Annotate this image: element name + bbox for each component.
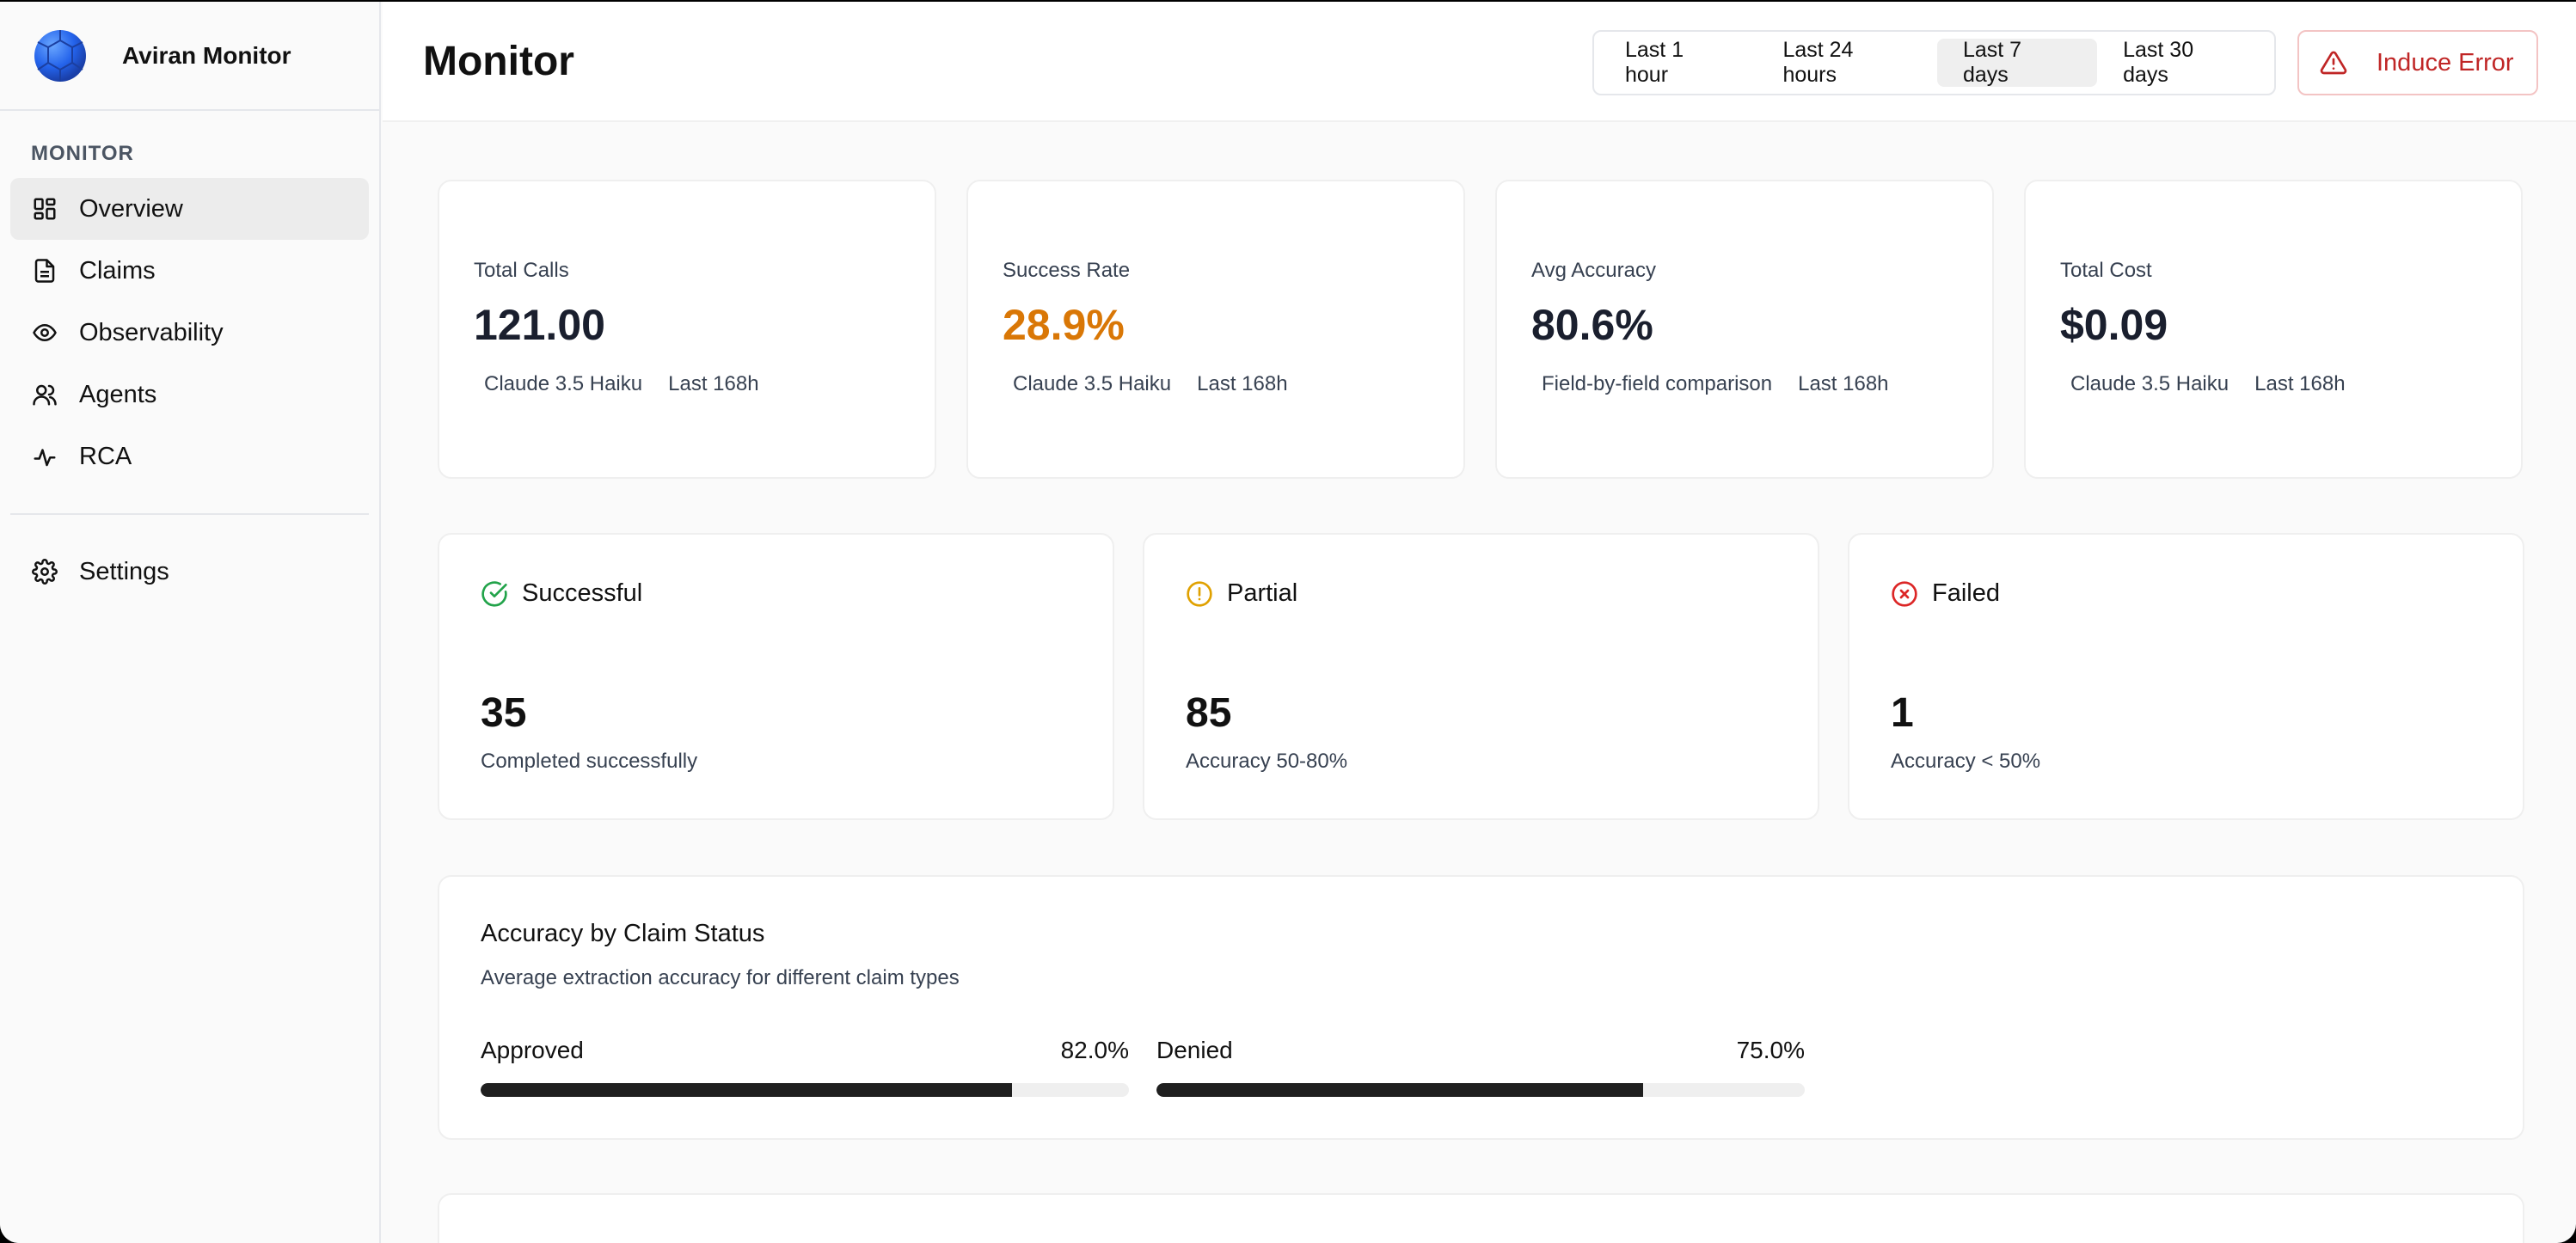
sidebar-item-label: Observability [79, 318, 224, 346]
status-card-partial: Partial 85 Accuracy 50-80% [1143, 533, 1819, 820]
status-card-successful: Successful 35 Completed successfully [438, 533, 1114, 820]
accuracy-bar-denied: Denied 75.0% [1156, 1037, 1805, 1097]
sidebar-item-observability[interactable]: Observability [10, 302, 369, 364]
activity-icon [31, 443, 58, 470]
stat-window: Last 168h [668, 372, 759, 395]
stat-method: Field-by-field comparison [1542, 372, 1773, 395]
progress-track [481, 1083, 1129, 1097]
stat-card-success-rate: Success Rate 28.9% Claude 3.5 Haiku Last… [966, 180, 1465, 479]
status-header: Failed [1891, 579, 2000, 608]
stat-window: Last 168h [1798, 372, 1889, 395]
card-description: Average extraction accuracy for differen… [481, 966, 960, 989]
bar-value: 75.0% [1736, 1037, 1805, 1063]
x-circle-icon [1892, 580, 1917, 607]
gear-icon [31, 558, 58, 585]
stat-label: Avg Accuracy [1531, 259, 1656, 282]
brand-name: Aviran Monitor [122, 41, 291, 69]
stat-card-total-calls: Total Calls 121.00 Claude 3.5 Haiku Last… [438, 180, 936, 479]
sidebar-item-overview[interactable]: Overview [10, 178, 369, 240]
stat-model: Claude 3.5 Haiku [2070, 372, 2229, 395]
status-title: Partial [1227, 579, 1298, 607]
sidebar-item-label: Settings [79, 557, 169, 585]
stat-window: Last 168h [2254, 372, 2346, 395]
layout-grid-icon [31, 195, 58, 223]
stat-meta: Field-by-field comparison Last 168h [1542, 372, 1889, 396]
status-subtitle: Completed successfully [481, 750, 698, 773]
stat-model: Claude 3.5 Haiku [1013, 372, 1172, 395]
warning-icon [2320, 51, 2347, 75]
range-option-7d[interactable]: Last 7 days [1936, 38, 2098, 87]
stat-model: Claude 3.5 Haiku [484, 372, 643, 395]
sidebar-item-label: RCA [79, 442, 132, 470]
stat-card-avg-accuracy: Avg Accuracy 80.6% Field-by-field compar… [1495, 180, 1994, 479]
card-title: Accuracy by Claim Status [481, 920, 765, 947]
status-header: Successful [481, 579, 642, 608]
stat-meta: Claude 3.5 Haiku Last 168h [484, 372, 759, 396]
accuracy-bar-approved: Approved 82.0% [481, 1037, 1129, 1097]
bar-value: 82.0% [1060, 1037, 1129, 1063]
status-header: Partial [1186, 579, 1297, 608]
alert-circle-icon [1187, 580, 1212, 607]
status-title: Successful [522, 579, 643, 607]
progress-fill [1156, 1083, 1643, 1097]
status-card-failed: Failed 1 Accuracy < 50% [1848, 533, 2524, 820]
status-count: 1 [1891, 690, 1914, 736]
sidebar: Aviran Monitor MONITOR Overview Claims [0, 2, 381, 1243]
sidebar-item-agents[interactable]: Agents [10, 364, 369, 426]
next-card [438, 1193, 2524, 1243]
sidebar-item-settings[interactable]: Settings [10, 541, 369, 603]
check-circle-icon [481, 580, 507, 607]
page-header: Monitor Last 1 hour Last 24 hours Last 7… [383, 2, 2576, 122]
status-count: 35 [481, 690, 527, 736]
stat-meta: Claude 3.5 Haiku Last 168h [1013, 372, 1288, 396]
stat-value: 121.00 [474, 301, 605, 349]
stat-value: 80.6% [1531, 301, 1653, 349]
stat-value: $0.09 [2060, 301, 2168, 349]
time-range-selector: Last 1 hour Last 24 hours Last 7 days La… [1592, 30, 2276, 95]
progress-fill [481, 1083, 1013, 1097]
eye-icon [31, 319, 58, 346]
range-option-1h[interactable]: Last 1 hour [1625, 38, 1684, 87]
progress-track [1156, 1083, 1805, 1097]
logo-icon [34, 29, 86, 82]
stat-meta: Claude 3.5 Haiku Last 168h [2070, 372, 2346, 396]
sidebar-item-label: Overview [79, 194, 183, 223]
sidebar-footer-nav: Settings [0, 541, 379, 603]
sidebar-item-rca[interactable]: RCA [10, 426, 369, 487]
sidebar-item-label: Claims [79, 256, 156, 285]
induce-error-button[interactable]: Induce Error [2297, 30, 2538, 95]
stat-label: Total Calls [474, 259, 569, 282]
stat-label: Success Rate [1003, 259, 1131, 282]
bar-label: Approved [481, 1037, 584, 1063]
status-subtitle: Accuracy 50-80% [1186, 750, 1348, 773]
main-content: Monitor Last 1 hour Last 24 hours Last 7… [383, 2, 2576, 1243]
stat-label: Total Cost [2060, 259, 2152, 282]
users-icon [31, 381, 58, 408]
accuracy-by-claim-status-card: Accuracy by Claim Status Average extract… [438, 875, 2524, 1140]
range-option-30d[interactable]: Last 30 days [2123, 38, 2194, 87]
bar-label: Denied [1156, 1037, 1233, 1063]
status-subtitle: Accuracy < 50% [1891, 750, 2041, 773]
sidebar-nav: Overview Claims Observability Agents [0, 178, 379, 487]
page-title: Monitor [423, 38, 574, 84]
document-icon [31, 257, 58, 285]
sidebar-item-label: Agents [79, 380, 157, 408]
sidebar-divider [10, 513, 369, 515]
range-option-24h[interactable]: Last 24 hours [1782, 38, 1854, 87]
status-title: Failed [1932, 579, 2000, 607]
stat-card-total-cost: Total Cost $0.09 Claude 3.5 Haiku Last 1… [2024, 180, 2523, 479]
section-label: MONITOR [31, 142, 134, 165]
stat-value: 28.9% [1003, 301, 1125, 349]
status-count: 85 [1186, 690, 1232, 736]
stat-window: Last 168h [1197, 372, 1288, 395]
sidebar-item-claims[interactable]: Claims [10, 240, 369, 302]
induce-error-label: Induce Error [2377, 48, 2514, 77]
brand[interactable]: Aviran Monitor [0, 2, 379, 111]
